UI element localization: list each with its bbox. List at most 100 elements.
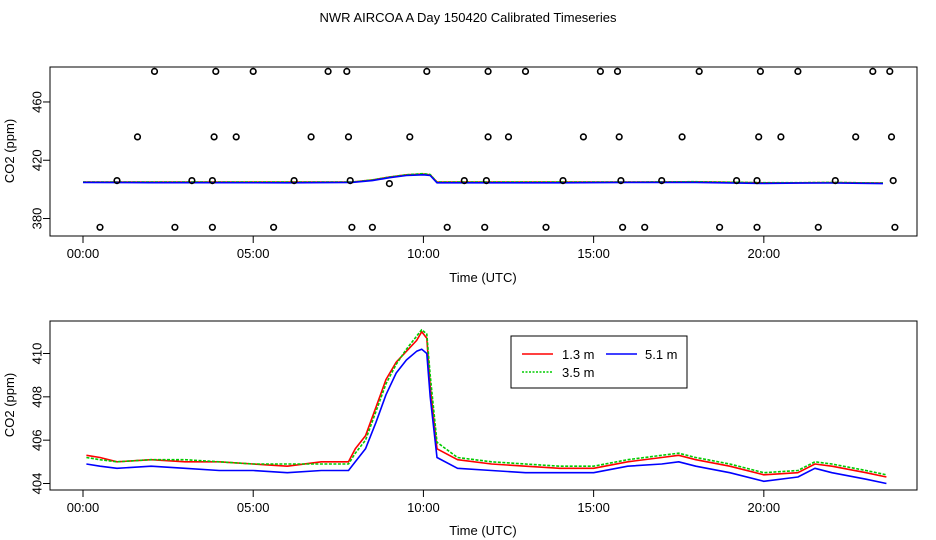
top-x-tick-label: 00:00: [67, 246, 100, 261]
top-scatter-point: [344, 133, 353, 141]
top-scatter-point: [814, 223, 822, 231]
top-scatter-point: [869, 67, 877, 75]
top-scatter-point: [852, 133, 860, 141]
bottom-y-tick-label: 404: [30, 473, 45, 495]
bottom-x-tick-label: 15:00: [577, 500, 610, 515]
bottom-series-line-green: [86, 328, 887, 476]
top-series-line-blue: [82, 174, 884, 185]
top-scatter-point: [249, 67, 257, 75]
top-scatter-point: [290, 177, 298, 185]
top-scatter-point: [270, 223, 278, 231]
top-scatter-point: [343, 67, 351, 75]
top-scatter-point: [891, 223, 899, 231]
top-scatter-point: [406, 133, 414, 141]
top-scatter-point: [695, 67, 703, 75]
top-x-axis-label: Time (UTC): [449, 270, 516, 285]
top-scatter-point: [755, 133, 763, 141]
legend-box: [510, 335, 688, 389]
top-scatter-point: [368, 223, 377, 231]
bottom-series-line-blue: [86, 348, 887, 485]
top-scatter-point: [484, 67, 492, 75]
top-scatter-point: [596, 67, 605, 75]
top-scatter-point: [559, 177, 567, 185]
top-scatter-point: [348, 223, 356, 231]
top-y-axis-label: CO2 (ppm): [2, 119, 17, 183]
chart-title: NWR AIRCOA A Day 150420 Calibrated Times…: [320, 10, 617, 25]
top-scatter-point: [887, 133, 896, 141]
legend-label-3-5m: 3.5 m: [562, 365, 595, 380]
top-scatter-point: [504, 133, 513, 141]
top-scatter-point: [542, 223, 550, 231]
top-scatter-point: [831, 177, 839, 185]
top-scatter-point: [732, 177, 741, 185]
top-scatter-point: [346, 177, 354, 185]
top-scatter-point: [715, 223, 724, 231]
top-scatter-point: [307, 133, 315, 141]
top-scatter-point: [460, 177, 468, 185]
bottom-y-tick-label: 410: [30, 343, 45, 365]
bottom-series-line-red: [86, 331, 887, 478]
top-scatter-point: [171, 223, 179, 231]
bottom-x-axis-label: Time (UTC): [449, 523, 516, 538]
top-y-tick-label: 380: [30, 208, 45, 230]
top-scatter-point: [133, 133, 142, 141]
top-marks: [82, 67, 899, 231]
bottom-x-tick-label: 10:00: [407, 500, 440, 515]
top-scatter-point: [385, 180, 394, 188]
top-scatter-point: [617, 177, 625, 185]
top-scatter-point: [481, 223, 489, 231]
bottom-x-tick-label: 05:00: [237, 500, 270, 515]
top-scatter-point: [613, 67, 622, 75]
top-scatter-point: [678, 133, 686, 141]
bottom-y-tick-label: 408: [30, 386, 45, 408]
bottom-y-axis-label: CO2 (ppm): [2, 373, 17, 437]
top-scatter-point: [753, 177, 761, 185]
top-scatter-point: [188, 177, 196, 185]
top-scatter-point: [324, 67, 332, 75]
bottom-panel: 00:00 05:00 10:00 15:00 20:00 404 406 408 410 Ti…: [2, 320, 918, 538]
legend-label-1-3m: 1.3 m: [562, 347, 595, 362]
top-panel: 00:00 05:00 10:00 15:00 20:00 380 420 460 Time …: [2, 66, 918, 285]
top-scatter-point: [886, 67, 894, 75]
legend: 1.3 m 3.5 m 5.1 m: [510, 335, 688, 389]
top-scatter-point: [423, 67, 431, 75]
top-axes: 00:00 05:00 10:00 15:00 20:00 380 420 460: [30, 91, 781, 261]
bottom-axes: 00:00 05:00 10:00 15:00 20:00 404 406 408 410: [30, 343, 781, 515]
top-scatter-point: [208, 223, 216, 231]
top-scatter-point: [150, 67, 159, 75]
top-y-tick-label: 460: [30, 91, 45, 113]
top-scatter-point: [641, 223, 649, 231]
top-scatter-point: [232, 133, 240, 141]
top-scatter-point: [756, 67, 765, 75]
top-y-tick-label: 420: [30, 149, 45, 171]
top-scatter-point: [579, 133, 588, 141]
bottom-plot-frame: [49, 320, 918, 491]
bottom-y-tick-label: 406: [30, 429, 45, 451]
bottom-x-tick-label: 00:00: [67, 500, 100, 515]
top-scatter-point: [443, 223, 451, 231]
top-scatter-point: [208, 177, 216, 185]
top-scatter-point: [889, 177, 897, 185]
legend-label-5-1m: 5.1 m: [645, 347, 678, 362]
top-scatter-point: [521, 67, 530, 75]
top-scatter-point: [753, 223, 761, 231]
bottom-marks: [86, 328, 887, 485]
top-scatter-point: [615, 133, 623, 141]
top-x-tick-label: 10:00: [407, 246, 440, 261]
top-scatter-point: [96, 223, 104, 231]
top-scatter-point: [482, 177, 491, 185]
top-x-tick-label: 20:00: [748, 246, 781, 261]
top-plot-frame: [49, 66, 918, 237]
top-x-tick-label: 05:00: [237, 246, 270, 261]
top-scatter-point: [484, 133, 492, 141]
top-scatter-point: [113, 177, 121, 185]
top-scatter-point: [210, 133, 218, 141]
top-scatter-point: [618, 223, 627, 231]
top-scatter-point: [794, 67, 802, 75]
top-scatter-point: [212, 67, 220, 75]
top-scatter-point: [658, 177, 666, 185]
bottom-x-tick-label: 20:00: [748, 500, 781, 515]
top-scatter-point: [777, 133, 785, 141]
top-x-tick-label: 15:00: [577, 246, 610, 261]
